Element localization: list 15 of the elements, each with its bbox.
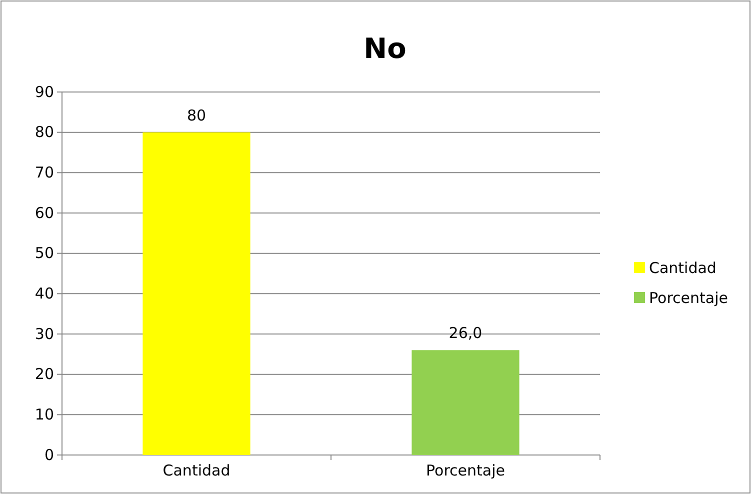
y-tick-label: 40 <box>34 284 54 302</box>
y-tick-label: 20 <box>34 365 54 384</box>
y-tick-label: 90 <box>34 82 54 101</box>
data-label: 80 <box>186 106 206 124</box>
data-label: 26,0 <box>448 324 482 342</box>
y-tick-label: 50 <box>34 244 54 262</box>
chart-title: No <box>364 32 406 65</box>
y-tick-label: 0 <box>44 446 54 464</box>
y-tick-label: 60 <box>34 204 54 222</box>
y-tick-label: 80 <box>34 123 54 142</box>
y-tick-label: 30 <box>34 324 54 343</box>
y-tick-label: 70 <box>34 163 54 182</box>
legend-label: Porcentaje <box>649 289 728 307</box>
legend-label: Cantidad <box>649 259 716 277</box>
y-tick-label: 10 <box>34 405 54 424</box>
